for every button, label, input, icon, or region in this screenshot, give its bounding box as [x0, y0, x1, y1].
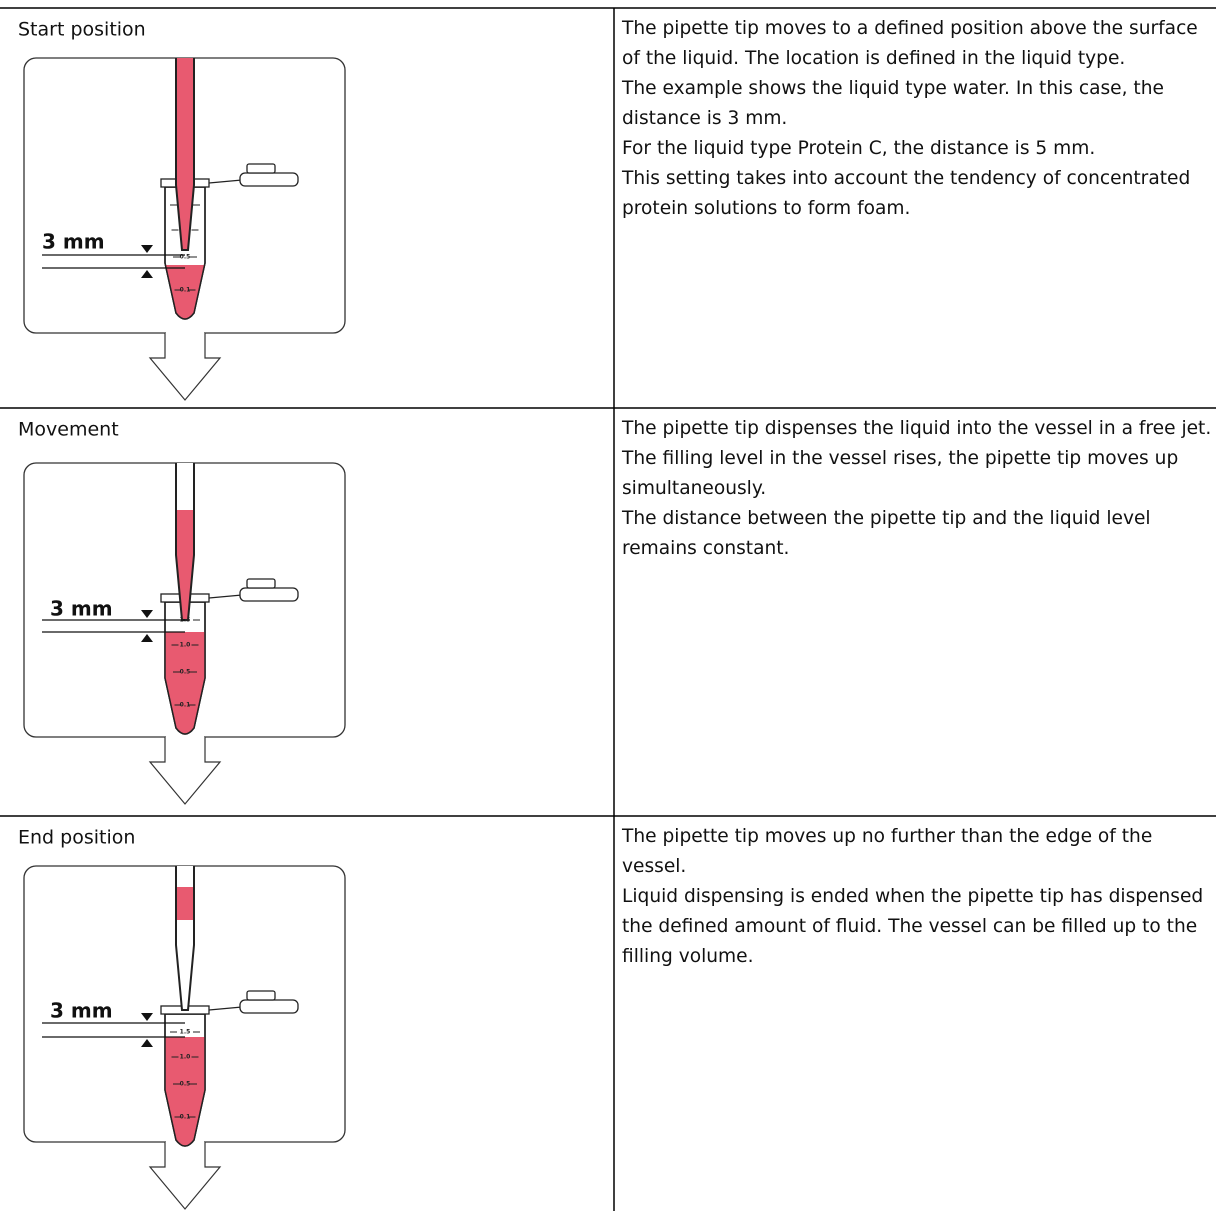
distance-label: 3 mm — [42, 230, 105, 254]
distance-label: 3 mm — [50, 999, 113, 1023]
lid-hinge — [208, 179, 243, 184]
description: The pipette tip moves up no further than… — [622, 822, 1212, 972]
description: The pipette tip dispenses the liquid int… — [622, 414, 1212, 564]
graduation-label: 0.1 — [180, 1114, 191, 1121]
graduation-label: 0.1 — [180, 702, 191, 709]
row-title: Movement — [18, 419, 119, 441]
arrow — [148, 1142, 222, 1210]
graduation-label: 1.5 — [180, 1029, 191, 1036]
measure-arrow — [141, 610, 153, 618]
arrow — [148, 737, 222, 805]
lid-cap — [246, 163, 276, 174]
paragraph: For the liquid type Protein C, the dista… — [622, 138, 1096, 159]
pipette-outline — [175, 866, 195, 1011]
lid-hinge — [208, 594, 243, 599]
measure-arrow — [141, 1013, 153, 1021]
paragraph: The filling level in the vessel rises, t… — [622, 448, 1179, 499]
graduation-label: 0.5 — [180, 1081, 191, 1088]
lid-cap — [246, 578, 276, 589]
measure-arrow — [141, 270, 153, 278]
tube-outline — [164, 1013, 206, 1147]
paragraph: The pipette tip moves up no further than… — [622, 826, 1153, 877]
graduation-label: 1.0 — [180, 642, 191, 649]
lid — [239, 587, 299, 602]
lid-hinge — [208, 1006, 243, 1011]
measure-arrow — [141, 1039, 153, 1047]
graduation-label: 0.5 — [180, 669, 191, 676]
paragraph: Liquid dispensing is ended when the pipe… — [622, 886, 1204, 967]
distance-label: 3 mm — [50, 597, 113, 621]
paragraph: The example shows the liquid type water.… — [622, 78, 1164, 129]
lid — [239, 172, 299, 187]
row-title: Start position — [18, 19, 146, 41]
row-title: End position — [18, 827, 135, 849]
graduation-label: 1.0 — [180, 1054, 191, 1061]
pipette-liquid — [176, 510, 194, 620]
paragraph: This setting takes into account the tend… — [622, 168, 1191, 219]
arrow — [148, 333, 222, 401]
description: The pipette tip moves to a defined posit… — [622, 14, 1212, 224]
graduation-label: 0.5 — [180, 254, 191, 261]
paragraph: The pipette tip dispenses the liquid int… — [622, 418, 1212, 439]
measure-arrow — [141, 634, 153, 642]
lid — [239, 999, 299, 1014]
lid-cap — [246, 990, 276, 1001]
measure-arrow — [141, 245, 153, 253]
graduation-label: 0.1 — [180, 287, 191, 294]
pipette-outline — [175, 58, 195, 251]
pipette-liquid — [176, 887, 194, 920]
tube-outline — [164, 601, 206, 735]
tube-outline — [164, 186, 206, 320]
paragraph: The distance between the pipette tip and… — [622, 508, 1151, 559]
paragraph: The pipette tip moves to a defined posit… — [622, 18, 1198, 69]
pipette-liquid — [176, 58, 194, 250]
